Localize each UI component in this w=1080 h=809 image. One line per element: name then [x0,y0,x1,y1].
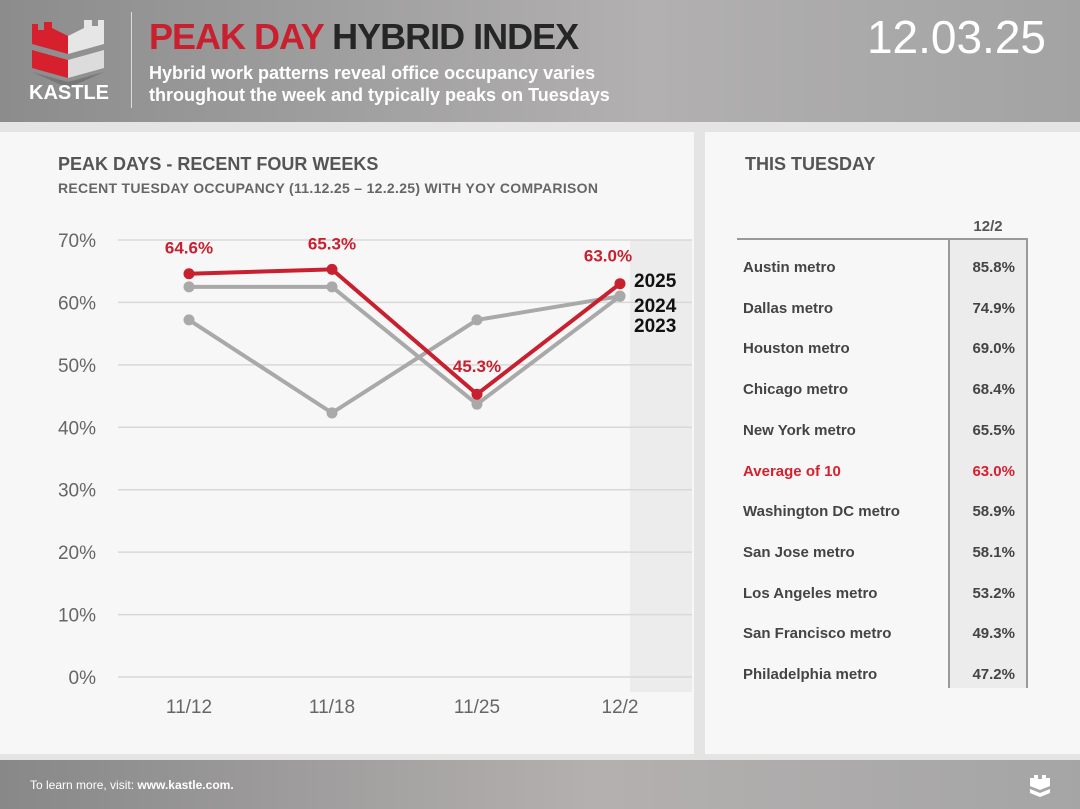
table-row: Austin metro 85.8% [743,259,1015,279]
series-label: 2024 [634,296,677,317]
series-line-2024 [189,284,622,407]
x-tick-label: 12/2 [602,697,639,718]
series-label: 2025 [634,271,677,292]
data-point-2025 [614,278,626,290]
subtitle-line-1: Hybrid work patterns reveal office occup… [149,63,596,83]
y-tick-label: 20% [58,543,96,564]
chart-subtitle: RECENT TUESDAY OCCUPANCY (11.12.25 – 12.… [58,180,599,196]
data-point-2025 [471,388,483,400]
table-row: Dallas metro 74.9% [743,300,1015,320]
data-label: 64.6% [165,239,213,258]
metro-label: Los Angeles metro [743,584,878,602]
metro-label: Austin metro [743,259,836,276]
data-point-2024 [471,398,483,410]
footer: To learn more, visit: www.kastle.com. [0,760,1080,809]
data-point-2024 [326,281,338,293]
chart-title: PEAK DAYS - RECENT FOUR WEEKS [58,154,379,174]
table-row: Washington DC metro 58.9% [743,503,1015,523]
metro-value: 58.1% [972,543,1015,561]
data-point-2023 [471,314,483,326]
metro-label: New York metro [743,421,856,439]
table-row: Average of 10 63.0% [743,463,1015,483]
subtitle-line-2: throughout the week and typically peaks … [149,85,610,105]
table-header-line [737,238,1028,240]
metro-value: 65.5% [972,421,1015,439]
title-dark: HYBRID INDEX [332,16,579,57]
y-tick-label: 0% [69,668,97,689]
metro-value: 53.2% [972,584,1015,602]
table-row: San Jose metro 58.1% [743,544,1015,564]
metro-label: San Francisco metro [743,625,892,643]
metro-value: 69.0% [972,340,1015,358]
metro-label: Dallas metro [743,299,834,317]
y-tick-label: 40% [58,418,96,439]
report-date: 12.03.25 [866,11,1046,63]
data-point-2024 [183,281,195,293]
kastle-logo-icon [32,20,104,88]
chart-panel [0,132,694,754]
y-tick-label: 60% [58,293,96,314]
page-subtitle: Hybrid work patterns reveal office occup… [149,62,669,106]
highlight-column [630,240,692,692]
metro-value: 85.8% [972,259,1015,276]
table-row: Chicago metro 68.4% [743,381,1015,401]
title-red: PEAK DAY [149,16,324,57]
metro-value: 47.2% [972,666,1015,683]
data-point-2024 [614,290,626,302]
series-line-2023 [187,294,621,416]
metro-value: 74.9% [972,299,1015,317]
y-tick-label: 70% [58,231,96,252]
data-point-2023 [183,314,195,326]
line-chart: 0% 10% 20% 30% 40% 50% 60% 70% 11/12 11/18 11/25 12… [58,231,692,718]
table-row: San Francisco metro 49.3% [743,625,1015,645]
data-label: 65.3% [308,234,356,253]
table-row: New York metro 65.5% [743,422,1015,442]
table-row: Los Angeles metro 53.2% [743,585,1015,605]
data-point-2025 [326,263,338,275]
logo-text: KASTLE [29,82,109,104]
y-tick-label: 30% [58,481,96,502]
page-title: PEAK DAY HYBRID INDEX [149,16,579,58]
metro-label: Average of 10 [743,462,841,480]
value-column [948,240,1028,688]
data-point-2025 [183,268,195,280]
series-line-2025 [188,267,622,397]
table-title: THIS TUESDAY [745,154,876,174]
metro-label: Houston metro [743,340,850,358]
metro-label: Washington DC metro [743,503,900,521]
y-tick-label: 50% [58,356,96,377]
series-label: 2023 [634,316,676,337]
data-label: 63.0% [584,247,632,266]
column-header: 12/2 [973,218,1003,235]
metro-label: Chicago metro [743,381,849,399]
header: KASTLE PEAK DAY HYBRID INDEX Hybrid work… [0,0,1080,122]
footer-link[interactable]: www.kastle.com. [137,778,234,792]
metro-label: Philadelphia metro [743,666,878,683]
data-label: 45.3% [453,357,501,376]
y-tick-label: 10% [58,606,96,627]
metro-value: 58.9% [972,503,1015,521]
data-point-2023 [326,407,338,419]
footer-label: To learn more, visit: [30,778,135,792]
table-row: Houston metro 69.0% [743,340,1015,360]
metro-label: San Jose metro [743,543,855,561]
footer-text: To learn more, visit: www.kastle.com. [30,778,234,792]
header-divider [131,12,132,108]
x-tick-label: 11/25 [454,697,500,718]
x-tick-label: 11/18 [309,697,355,718]
x-tick-label: 11/12 [166,697,212,718]
kastle-small-logo-icon [1030,775,1050,797]
table-row: Philadelphia metro 47.2% [743,666,1015,686]
metro-value: 49.3% [972,625,1015,643]
metro-value: 68.4% [972,381,1015,399]
metro-value: 63.0% [972,462,1015,480]
